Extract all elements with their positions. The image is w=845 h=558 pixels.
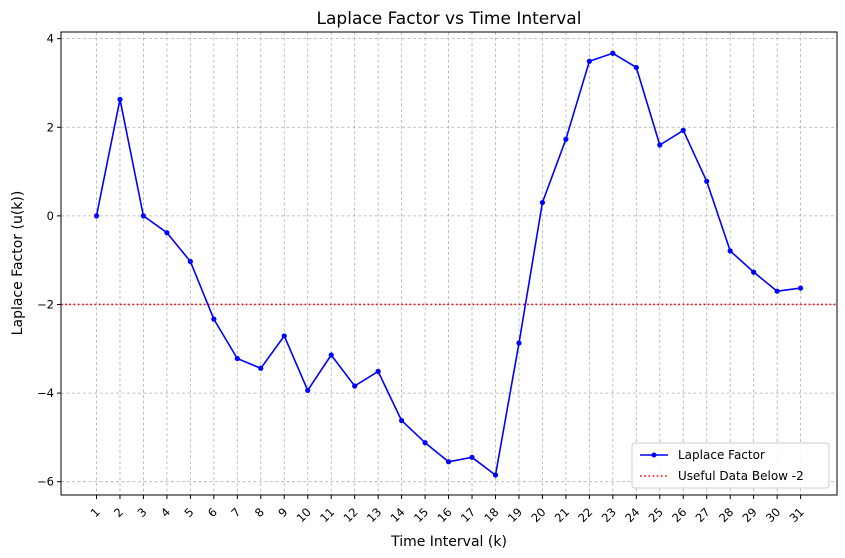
- x-tick-label: 13: [364, 505, 384, 525]
- x-tick-label: 1: [88, 505, 103, 520]
- data-point: [234, 355, 240, 362]
- data-point: [281, 333, 287, 339]
- data-point: [93, 213, 100, 219]
- x-tick-label: 16: [434, 505, 454, 525]
- y-axis-label: Laplace Factor (u(k)): [10, 191, 26, 336]
- x-axis: 1 2 3 4 5 6 7 8 9 10 11 12 13 14 15 16 17 18 19 20 21 22 23 24 2…: [88, 495, 807, 525]
- data-point: [539, 199, 546, 206]
- series-layer: [93, 50, 804, 478]
- x-tick-label: 6: [205, 505, 220, 520]
- x-tick-label: 29: [740, 505, 760, 525]
- chart-title: Laplace Factor vs Time Interval: [317, 9, 582, 29]
- data-point: [258, 365, 264, 371]
- data-point: [633, 64, 639, 71]
- x-tick-label: 23: [599, 505, 619, 525]
- data-point: [140, 213, 147, 219]
- x-tick-label: 14: [387, 505, 407, 525]
- x-tick-label: 24: [622, 505, 642, 525]
- x-tick-label: 7: [228, 505, 243, 520]
- x-tick-label: 17: [458, 505, 478, 525]
- x-tick-label: 27: [693, 505, 713, 525]
- plot-frame: [60, 31, 838, 496]
- x-tick-label: 15: [411, 505, 431, 525]
- x-tick-label: 20: [528, 505, 548, 525]
- data-point: [727, 248, 733, 254]
- data-point: [375, 368, 381, 374]
- x-tick-label: 25: [646, 505, 666, 525]
- y-tick-label: −2: [37, 297, 54, 311]
- data-point: [751, 269, 757, 275]
- x-tick-label: 8: [252, 505, 267, 520]
- data-point: [469, 454, 475, 460]
- y-tick-label: −4: [37, 386, 54, 400]
- data-point: [657, 142, 663, 148]
- y-tick-label: 0: [47, 209, 54, 223]
- y-tick-label: 2: [47, 120, 54, 134]
- x-axis-label: Time Interval (k): [390, 534, 507, 550]
- data-point: [680, 127, 686, 133]
- legend-reference-label: Useful Data Below -2: [678, 469, 804, 483]
- x-tick-label: 10: [294, 505, 314, 525]
- x-tick-label: 3: [134, 505, 149, 520]
- data-point: [422, 440, 428, 446]
- x-tick-label: 31: [786, 505, 806, 525]
- x-tick-label: 4: [158, 505, 173, 520]
- data-point: [305, 387, 311, 394]
- x-tick-label: 18: [481, 505, 501, 525]
- x-tick-label: 21: [552, 505, 572, 525]
- x-tick-label: 2: [111, 505, 126, 520]
- data-point: [187, 258, 193, 265]
- x-tick-label: 26: [669, 505, 689, 525]
- legend-series-marker: [651, 452, 657, 458]
- y-tick-label: −6: [37, 475, 54, 489]
- data-point: [328, 352, 334, 358]
- data-point: [211, 316, 217, 322]
- x-tick-label: 19: [505, 505, 525, 525]
- x-tick-label: 12: [341, 505, 361, 525]
- data-point: [798, 285, 804, 291]
- data-point: [563, 136, 569, 142]
- x-tick-label: 5: [181, 505, 196, 520]
- data-point: [445, 459, 452, 465]
- y-tick-label: 4: [47, 32, 54, 46]
- y-axis: 4 2 0 −2 −4 −6: [37, 32, 61, 489]
- data-point: [516, 340, 522, 346]
- data-point: [610, 50, 616, 56]
- data-point: [704, 178, 710, 184]
- x-tick-label: 11: [317, 505, 337, 525]
- x-tick-label: 9: [275, 505, 290, 520]
- grid: [61, 32, 837, 495]
- x-tick-label: 22: [575, 505, 595, 525]
- x-tick-label: 30: [763, 505, 783, 525]
- data-point: [117, 96, 123, 102]
- data-point: [164, 230, 170, 236]
- data-point: [586, 58, 592, 64]
- data-point: [492, 472, 499, 478]
- legend-box: [631, 442, 830, 489]
- data-point: [774, 288, 780, 294]
- x-tick-label: 28: [716, 505, 736, 525]
- legend: Laplace Factor Useful Data Below -2: [631, 442, 830, 489]
- legend-series-label: Laplace Factor: [678, 448, 765, 462]
- data-point: [399, 417, 405, 424]
- data-point: [352, 383, 358, 389]
